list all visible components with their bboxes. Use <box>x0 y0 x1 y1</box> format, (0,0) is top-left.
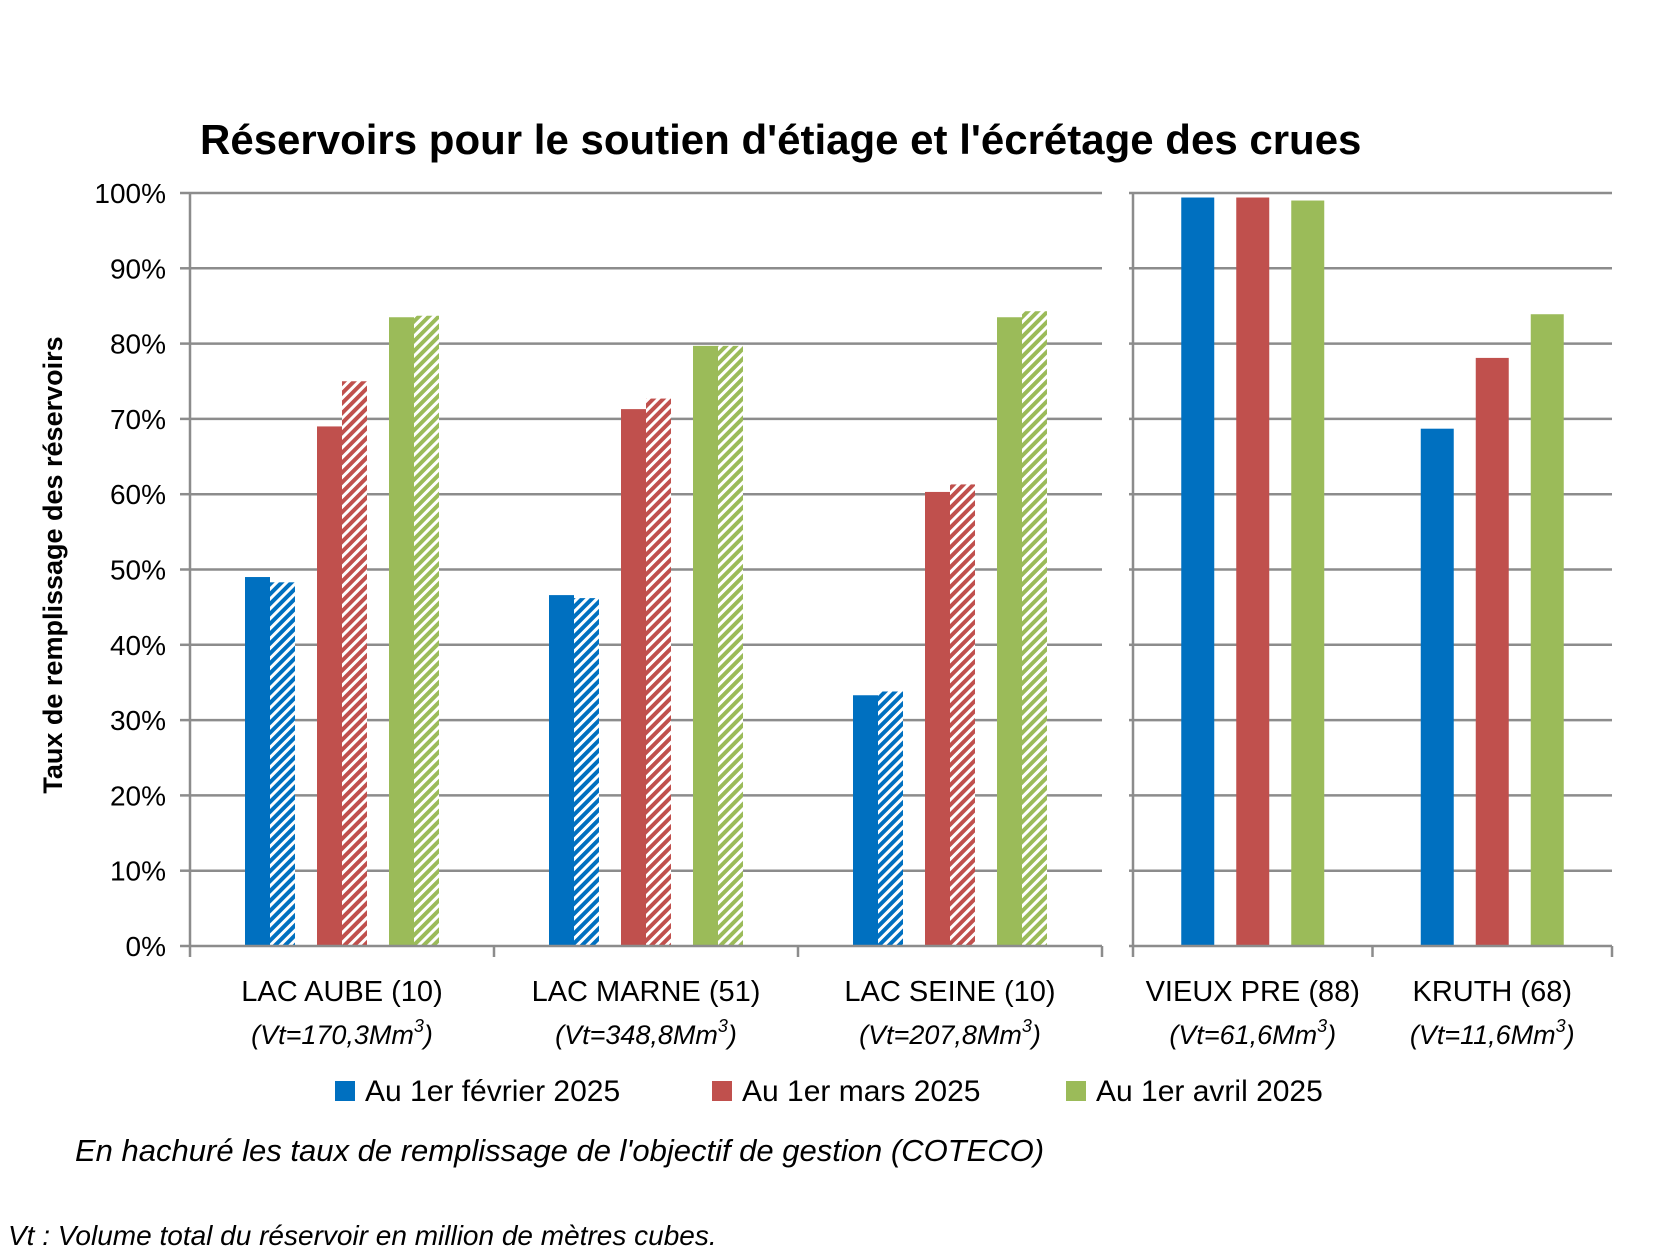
bar <box>245 577 270 946</box>
hatch-note: En hachuré les taux de remplissage de l'… <box>75 1133 1045 1168</box>
category-volume-label: (Vt=61,6Mm3) <box>1169 1016 1336 1050</box>
legend-label: Au 1er février 2025 <box>365 1075 620 1108</box>
axes <box>180 191 1614 957</box>
y-tick-label: 40% <box>110 630 166 661</box>
objective-bar <box>342 381 367 946</box>
category-volume-label: (Vt=348,8Mm3) <box>555 1016 737 1050</box>
y-tick-label: 60% <box>110 479 166 510</box>
y-tick-label: 90% <box>110 253 166 284</box>
legend-swatch <box>1066 1081 1086 1101</box>
y-tick-labels: 0% 10% 20% 30% 40% 50% 60% 70% 80% 90% 100% <box>94 178 166 962</box>
category-volume-label: (Vt=207,8Mm3) <box>859 1016 1041 1050</box>
category-label: LAC SEINE (10) <box>844 976 1055 1008</box>
vt-note: Vt : Volume total du réservoir en millio… <box>8 1220 717 1251</box>
bar <box>317 426 342 946</box>
bar <box>1291 200 1325 946</box>
objective-bar <box>414 315 439 946</box>
objective-bar <box>270 582 295 946</box>
legend-swatch <box>335 1081 355 1101</box>
bar <box>1420 428 1454 947</box>
objective-bar <box>646 398 671 947</box>
category-label: LAC MARNE (51) <box>532 976 761 1008</box>
y-tick-label: 80% <box>110 329 166 360</box>
objective-bar <box>574 598 599 946</box>
bar <box>549 595 574 946</box>
bar <box>1530 314 1564 946</box>
category-label: LAC AUBE (10) <box>241 976 442 1008</box>
category-volume-label: (Vt=170,3Mm3) <box>251 1016 433 1050</box>
bar <box>997 317 1022 946</box>
chart-title: Réservoirs pour le soutien d'étiage et l… <box>200 116 1361 163</box>
legend-label: Au 1er avril 2025 <box>1096 1075 1323 1108</box>
bar <box>853 695 878 946</box>
legend-swatch <box>712 1081 732 1101</box>
legend: Au 1er février 2025 Au 1er mars 2025 Au 1e… <box>335 1075 1323 1108</box>
y-tick-label: 0% <box>126 931 166 962</box>
y-tick-label: 10% <box>110 856 166 887</box>
category-label: KRUTH (68) <box>1412 976 1572 1008</box>
legend-label: Au 1er mars 2025 <box>742 1075 980 1108</box>
bars <box>245 197 1564 947</box>
y-tick-label: 50% <box>110 555 166 586</box>
y-tick-label: 20% <box>110 780 166 811</box>
bar <box>693 345 718 946</box>
bar <box>925 491 950 946</box>
bar <box>621 409 646 947</box>
y-tick-label: 30% <box>110 705 166 736</box>
y-axis-label: Taux de remplissage des réservoirs <box>38 336 68 793</box>
bar <box>1181 197 1215 946</box>
category-label: VIEUX PRE (88) <box>1146 976 1360 1008</box>
y-tick-label: 100% <box>94 178 166 209</box>
bar <box>1236 197 1270 946</box>
category-volume-label: (Vt=11,6Mm3) <box>1410 1016 1575 1050</box>
bar <box>389 317 414 946</box>
objective-bar <box>950 484 975 946</box>
bar <box>1475 357 1509 947</box>
objective-bar <box>878 691 903 946</box>
category-labels: LAC AUBE (10) (Vt=170,3Mm3) LAC MARNE (51)… <box>241 976 1574 1050</box>
y-tick-label: 70% <box>110 404 166 435</box>
objective-bar <box>718 345 743 946</box>
objective-bar <box>1022 311 1047 946</box>
